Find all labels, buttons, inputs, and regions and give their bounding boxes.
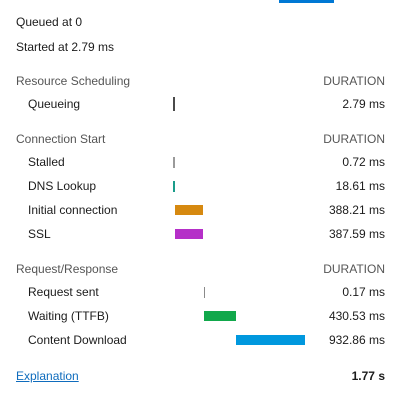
- section-connection-start: Connection Start DURATION: [16, 132, 385, 148]
- timing-value: 18.61 ms: [335, 179, 385, 193]
- started-at-text: Started at 2.79 ms: [16, 40, 115, 54]
- timing-label: Stalled: [28, 155, 65, 169]
- timing-value: 0.17 ms: [342, 285, 385, 299]
- timing-value: 2.79 ms: [342, 97, 385, 111]
- duration-column-header: DURATION: [323, 132, 385, 146]
- timing-row-waiting-ttfb: Waiting (TTFB) 430.53 ms: [0, 309, 385, 325]
- total-duration: 1.77 s: [351, 369, 385, 383]
- timing-label: Initial connection: [28, 203, 118, 217]
- timing-row-stalled: Stalled 0.72 ms: [0, 155, 385, 171]
- explanation-link[interactable]: Explanation: [16, 369, 79, 383]
- timing-value: 0.72 ms: [342, 155, 385, 169]
- timing-bar: [203, 287, 205, 298]
- timing-bar: [174, 205, 204, 215]
- timing-label: DNS Lookup: [28, 179, 97, 193]
- timing-label: Content Download: [28, 333, 127, 347]
- timing-row-initial-connection: Initial connection 388.21 ms: [0, 203, 385, 219]
- section-title: Connection Start: [16, 132, 106, 146]
- active-tab-indicator: [279, 0, 334, 3]
- timing-row-content-download: Content Download 932.86 ms: [0, 333, 385, 349]
- timing-bar: [173, 181, 175, 192]
- duration-column-header: DURATION: [323, 74, 385, 88]
- timing-value: 430.53 ms: [328, 309, 385, 323]
- timing-bar: [174, 229, 204, 239]
- timing-bar: [173, 157, 175, 168]
- timing-value: 387.59 ms: [328, 227, 385, 241]
- timing-row-queueing: Queueing 2.79 ms: [0, 97, 385, 113]
- section-title: Request/Response: [16, 262, 119, 276]
- timing-bar: [235, 335, 305, 345]
- timing-bar: [173, 97, 175, 111]
- timing-row-dns-lookup: DNS Lookup 18.61 ms: [0, 179, 385, 195]
- section-request-response: Request/Response DURATION: [16, 262, 385, 278]
- section-resource-scheduling: Resource Scheduling DURATION: [16, 74, 385, 90]
- timing-row-request-sent: Request sent 0.17 ms: [0, 285, 385, 301]
- queued-at-text: Queued at 0: [16, 15, 83, 29]
- timing-label: Waiting (TTFB): [28, 309, 109, 323]
- timing-bar: [203, 311, 236, 321]
- timing-label: Queueing: [28, 97, 81, 111]
- duration-column-header: DURATION: [323, 262, 385, 276]
- timing-label: Request sent: [28, 285, 99, 299]
- timing-value: 932.86 ms: [328, 333, 385, 347]
- timing-label: SSL: [28, 227, 51, 241]
- timing-value: 388.21 ms: [328, 203, 385, 217]
- timing-row-ssl: SSL 387.59 ms: [0, 227, 385, 243]
- section-title: Resource Scheduling: [16, 74, 131, 88]
